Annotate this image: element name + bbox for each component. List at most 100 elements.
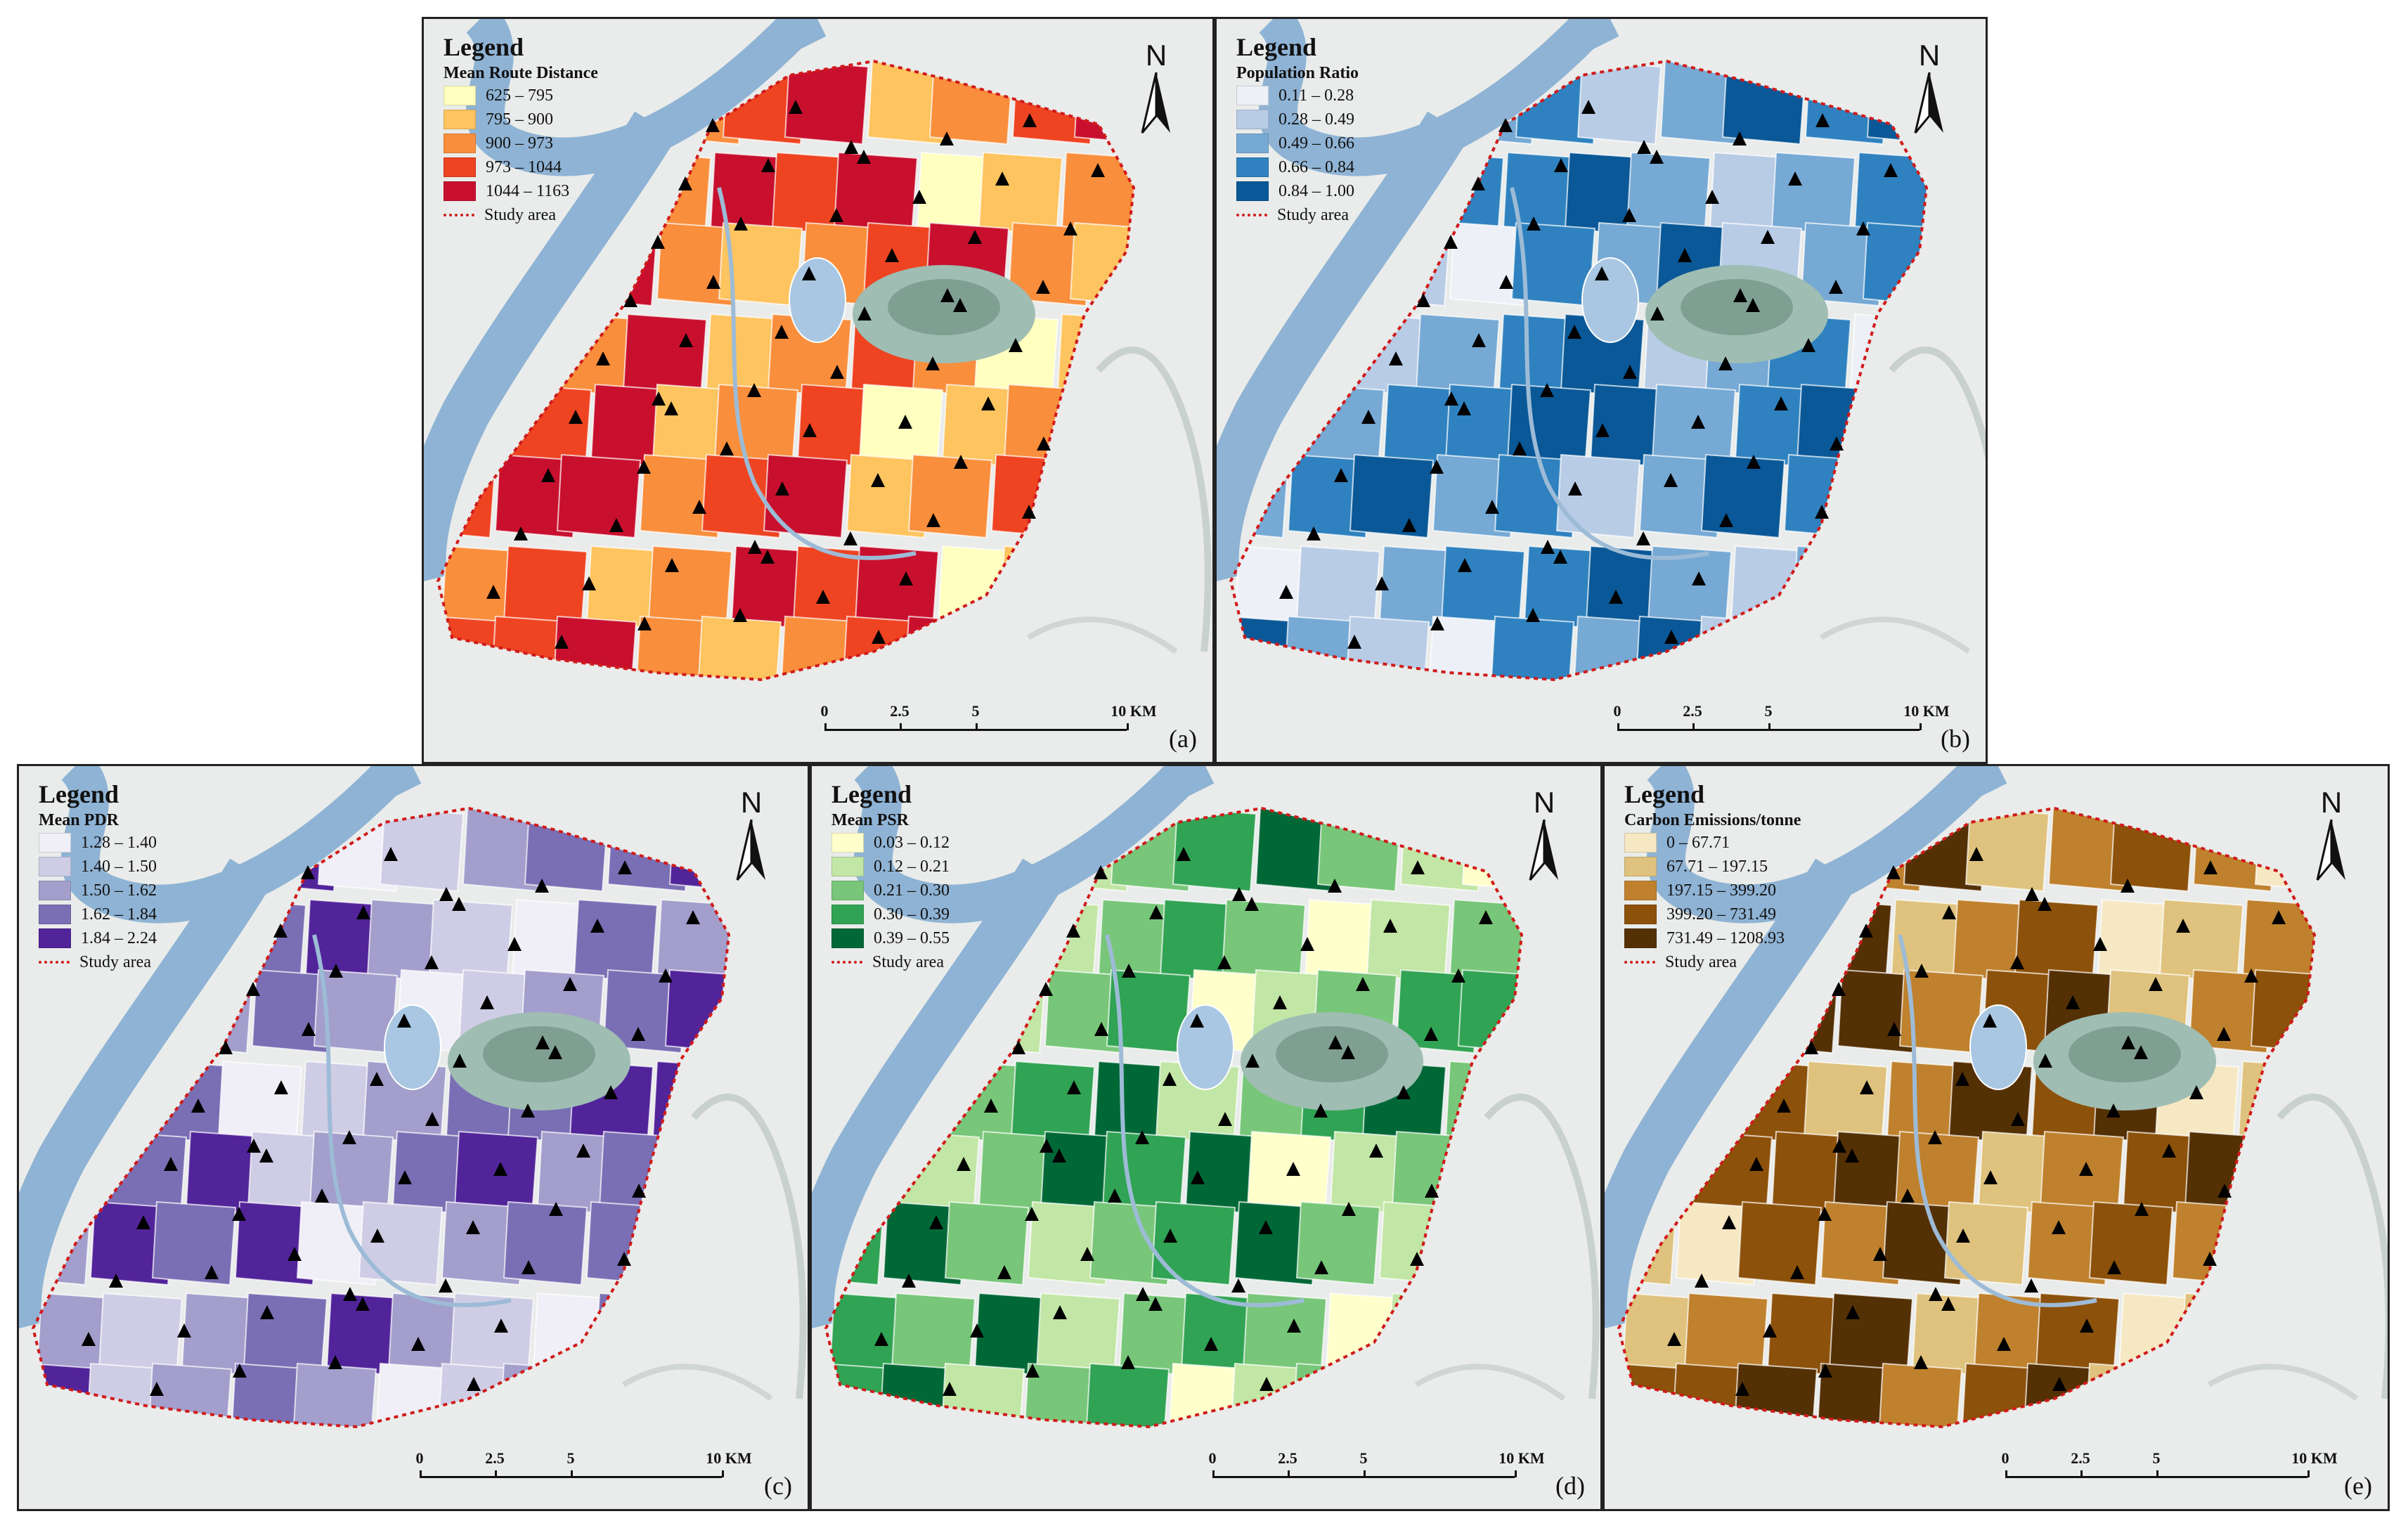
station-marker [191, 1099, 205, 1113]
station-marker [1108, 1189, 1122, 1203]
station-marker [748, 540, 762, 554]
district [1295, 545, 1381, 630]
station-marker [1929, 1287, 1943, 1301]
station-marker [150, 1382, 164, 1396]
station-marker [596, 351, 610, 365]
river [1217, 111, 1470, 581]
scale-label: 5 [1359, 1449, 1368, 1467]
district-map [424, 19, 1212, 762]
north-arrow: N [2310, 786, 2352, 891]
station-marker [1983, 1014, 1997, 1028]
canal [312, 934, 512, 1307]
station-marker [1410, 1252, 1424, 1266]
station-marker [1568, 481, 1582, 496]
legend-item: 625 – 795 [444, 84, 598, 108]
station-marker [1063, 221, 1077, 235]
station-marker [452, 897, 466, 911]
station-marker [1763, 1323, 1777, 1338]
station-marker [1232, 887, 1246, 901]
station-marker [329, 964, 343, 978]
station-marker [425, 955, 439, 969]
legend-label: 399.20 – 731.49 [1666, 905, 1776, 924]
station-marker [1832, 1139, 1846, 1153]
station-marker [843, 531, 857, 545]
station-marker [1747, 455, 1761, 469]
station-marker [177, 1323, 191, 1338]
station-marker [816, 590, 830, 604]
station-marker [1650, 150, 1664, 164]
station-marker [1485, 500, 1499, 514]
station-marker [411, 1337, 425, 1351]
terrain-ridge [1819, 616, 1971, 654]
station-marker [1886, 865, 1901, 879]
station-marker [1430, 460, 1444, 474]
lake [384, 1004, 441, 1090]
station-marker [637, 616, 652, 630]
legend-item: 0.30 – 0.39 [831, 902, 950, 926]
station-marker [1664, 473, 1678, 487]
station-marker [2052, 1220, 2066, 1234]
station-marker [1818, 1207, 1832, 1221]
station-marker [439, 887, 453, 901]
legend-label: 0.28 – 0.49 [1279, 110, 1354, 129]
scale-label: 2.5 [890, 702, 910, 720]
legend-item: 0.21 – 0.30 [831, 879, 950, 902]
station-marker [618, 860, 632, 874]
terrain-ridge [1414, 1364, 1566, 1401]
station-marker [1231, 1278, 1245, 1293]
panel-tag: (b) [1941, 725, 1970, 753]
legend-item: 1044 – 1163 [444, 179, 598, 203]
station-marker [521, 1103, 535, 1118]
station-marker [398, 1170, 412, 1184]
station-marker [233, 1364, 247, 1378]
station-marker [1499, 275, 1513, 289]
legend-subtitle: Carbon Emissions/tonne [1624, 811, 1801, 829]
study-area-line [831, 961, 862, 964]
station-marker [1037, 436, 1051, 451]
station-marker [1695, 1274, 1709, 1288]
station-marker [659, 969, 673, 983]
station-marker [1307, 526, 1321, 540]
station-marker [439, 1278, 453, 1293]
station-marker [652, 391, 666, 406]
station-marker [898, 415, 912, 429]
station-marker [1163, 1072, 1177, 1086]
station-marker [2107, 1260, 2121, 1274]
station-marker [609, 518, 623, 532]
district [1683, 1292, 1769, 1378]
legend-swatch [1236, 86, 1269, 105]
district-map [1217, 19, 1986, 762]
station-marker [1066, 924, 1080, 938]
study-area-boundary [31, 806, 731, 1429]
study-area-boundary [1617, 806, 2317, 1429]
scale-label: 10 KM [706, 1449, 752, 1467]
station-marker [2149, 977, 2163, 991]
station-marker [356, 1297, 370, 1311]
station-marker [1471, 176, 1485, 190]
station-marker [1527, 216, 1541, 231]
legend-subtitle: Mean PSR [831, 811, 909, 829]
station-marker [1581, 100, 1595, 114]
station-marker [720, 441, 734, 455]
station-marker [1191, 1170, 1205, 1184]
legend-label: 900 – 973 [486, 134, 553, 153]
legend-swatch [444, 134, 476, 153]
legend-title: Legend [831, 780, 912, 808]
station-marker [775, 481, 789, 496]
station-marker [651, 235, 665, 249]
station-marker [548, 1045, 562, 1059]
station-marker [981, 396, 995, 410]
legend-label: Study area [872, 952, 944, 971]
station-marker [1245, 897, 1259, 911]
station-marker [665, 558, 679, 572]
station-marker [1540, 383, 1554, 397]
station-marker [1287, 1319, 1301, 1333]
legend-item: 731.49 – 1208.93 [1624, 926, 1801, 950]
station-marker [466, 1220, 480, 1234]
district [503, 545, 588, 630]
legend-label: 731.49 – 1208.93 [1666, 928, 1785, 947]
district [1349, 453, 1435, 539]
station-marker [1678, 248, 1692, 262]
station-marker [302, 1022, 316, 1036]
station-marker [1375, 576, 1389, 590]
